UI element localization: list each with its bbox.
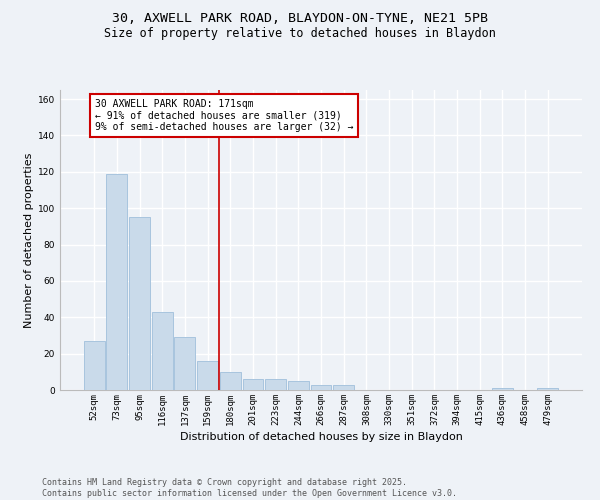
Text: 30 AXWELL PARK ROAD: 171sqm
← 91% of detached houses are smaller (319)
9% of sem: 30 AXWELL PARK ROAD: 171sqm ← 91% of det…: [95, 99, 353, 132]
Bar: [175, 338, 196, 390]
Bar: [220, 372, 241, 390]
Bar: [84, 341, 104, 390]
Bar: [538, 388, 558, 390]
Bar: [288, 381, 309, 390]
X-axis label: Distribution of detached houses by size in Blaydon: Distribution of detached houses by size …: [179, 432, 463, 442]
Bar: [129, 218, 150, 390]
Bar: [197, 361, 218, 390]
Bar: [152, 312, 173, 390]
Text: Size of property relative to detached houses in Blaydon: Size of property relative to detached ho…: [104, 28, 496, 40]
Bar: [311, 384, 331, 390]
Text: Contains HM Land Registry data © Crown copyright and database right 2025.
Contai: Contains HM Land Registry data © Crown c…: [42, 478, 457, 498]
Bar: [242, 379, 263, 390]
Text: 30, AXWELL PARK ROAD, BLAYDON-ON-TYNE, NE21 5PB: 30, AXWELL PARK ROAD, BLAYDON-ON-TYNE, N…: [112, 12, 488, 26]
Bar: [333, 384, 354, 390]
Bar: [106, 174, 127, 390]
Y-axis label: Number of detached properties: Number of detached properties: [24, 152, 34, 328]
Bar: [492, 388, 513, 390]
Bar: [265, 379, 286, 390]
